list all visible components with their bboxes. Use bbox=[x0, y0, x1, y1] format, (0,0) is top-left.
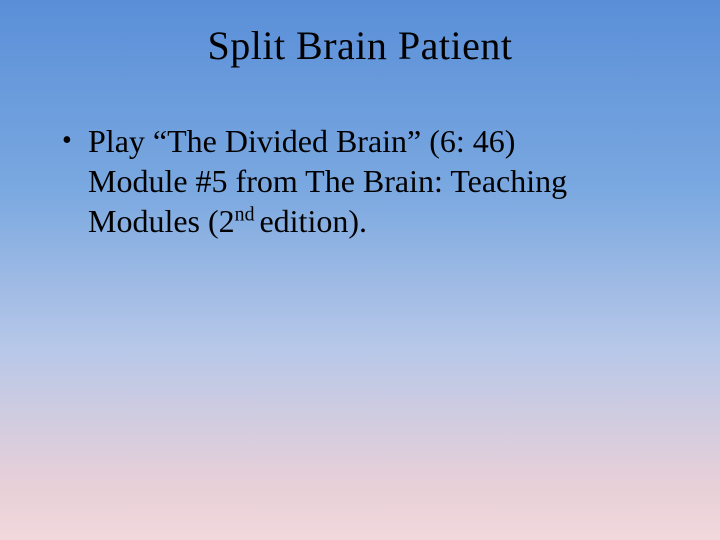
slide-body: • Play “The Divided Brain” (6: 46) Modul… bbox=[0, 69, 720, 241]
bullet-marker: • bbox=[60, 121, 88, 161]
slide: Split Brain Patient • Play “The Divided … bbox=[0, 0, 720, 540]
bullet-item: • Play “The Divided Brain” (6: 46) Modul… bbox=[60, 121, 660, 241]
bullet-line-3-pre: Modules (2 bbox=[88, 203, 235, 239]
bullet-line-1: Play “The Divided Brain” (6: 46) bbox=[88, 123, 515, 159]
bullet-line-2: Module #5 from The Brain: Teaching bbox=[88, 163, 567, 199]
bullet-text: Play “The Divided Brain” (6: 46) Module … bbox=[88, 121, 567, 241]
slide-title: Split Brain Patient bbox=[0, 0, 720, 69]
bullet-line-3-post: edition). bbox=[259, 203, 367, 239]
bullet-line-3-sup: nd bbox=[235, 203, 260, 225]
